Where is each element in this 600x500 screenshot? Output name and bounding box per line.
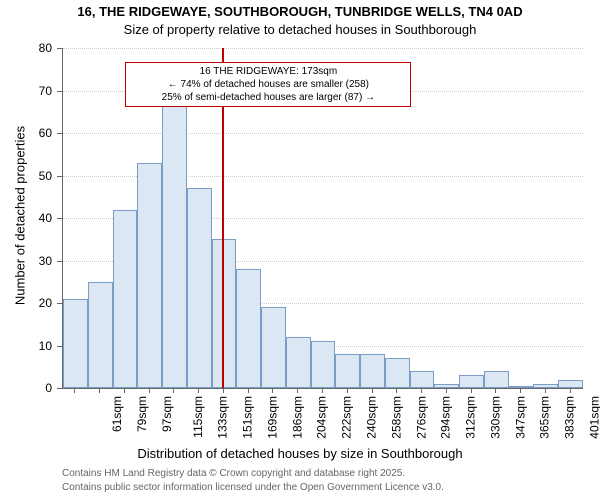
xtick-label: 276sqm [414,396,428,439]
histogram-bar [137,163,162,388]
xtick-mark [99,388,100,393]
xtick-mark [248,388,249,393]
ytick-mark [57,133,62,134]
xtick-mark [545,388,546,393]
histogram-bar [187,188,212,388]
ytick-label: 80 [0,41,52,55]
chart-subtitle: Size of property relative to detached ho… [0,22,600,37]
histogram-bar [410,371,435,388]
xtick-label: 240sqm [365,396,379,439]
ytick-label: 70 [0,84,52,98]
xtick-label: 115sqm [190,396,204,438]
histogram-bar [434,384,459,388]
histogram-bar [459,375,484,388]
xtick-mark [495,388,496,393]
xtick-mark [347,388,348,393]
x-axis-label: Distribution of detached houses by size … [0,446,600,461]
annotation-line: ← 74% of detached houses are smaller (25… [132,78,404,91]
xtick-label: 222sqm [340,396,354,439]
xtick-mark [322,388,323,393]
ytick-mark [57,303,62,304]
histogram-bar [335,354,360,388]
histogram-bar [533,384,558,388]
xtick-mark [421,388,422,393]
histogram-bar [558,380,583,389]
gridline [63,48,583,49]
xtick-label: 347sqm [513,396,527,439]
xtick-mark [149,388,150,393]
property-size-histogram: 16, THE RIDGEWAYE, SOUTHBOROUGH, TUNBRID… [0,0,600,500]
xtick-label: 79sqm [135,396,149,432]
ytick-mark [57,176,62,177]
xtick-mark [223,388,224,393]
plot-area: 16 THE RIDGEWAYE: 173sqm← 74% of detache… [62,48,583,389]
xtick-mark [396,388,397,393]
histogram-bar [88,282,113,388]
histogram-bar [261,307,286,388]
ytick-mark [57,346,62,347]
xtick-mark [471,388,472,393]
ytick-mark [57,261,62,262]
histogram-bar [484,371,509,388]
histogram-bar [236,269,261,388]
histogram-bar [360,354,385,388]
footnote: Contains public sector information licen… [62,482,444,493]
ytick-mark [57,48,62,49]
xtick-mark [173,388,174,393]
xtick-label: 401sqm [588,396,600,439]
xtick-label: 383sqm [563,396,577,439]
histogram-bar [286,337,311,388]
histogram-bar [385,358,410,388]
xtick-mark [297,388,298,393]
xtick-label: 61sqm [110,396,124,432]
histogram-bar [311,341,336,388]
xtick-label: 97sqm [160,396,174,432]
xtick-label: 133sqm [216,396,230,439]
chart-title: 16, THE RIDGEWAYE, SOUTHBOROUGH, TUNBRID… [0,4,600,19]
gridline [63,133,583,134]
annotation-line: 16 THE RIDGEWAYE: 173sqm [132,65,404,78]
histogram-bar [63,299,88,388]
footnote: Contains HM Land Registry data © Crown c… [62,468,405,479]
histogram-bar [212,239,237,388]
ytick-mark [57,91,62,92]
annotation-line: 25% of semi-detached houses are larger (… [132,91,404,104]
ytick-label: 0 [0,381,52,395]
histogram-bar [162,103,187,388]
xtick-mark [520,388,521,393]
xtick-mark [570,388,571,393]
xtick-mark [272,388,273,393]
xtick-label: 204sqm [315,396,329,439]
histogram-bar [113,210,138,389]
ytick-mark [57,218,62,219]
ytick-label: 10 [0,339,52,353]
xtick-label: 330sqm [489,396,503,439]
xtick-label: 294sqm [439,396,453,439]
xtick-label: 258sqm [389,396,403,439]
xtick-label: 151sqm [241,396,255,439]
xtick-label: 169sqm [266,396,280,439]
xtick-mark [124,388,125,393]
annotation-box: 16 THE RIDGEWAYE: 173sqm← 74% of detache… [125,62,411,107]
xtick-label: 365sqm [538,396,552,439]
xtick-mark [446,388,447,393]
ytick-mark [57,388,62,389]
xtick-label: 312sqm [464,396,478,439]
xtick-mark [74,388,75,393]
xtick-mark [372,388,373,393]
xtick-label: 186sqm [290,396,304,439]
xtick-mark [198,388,199,393]
y-axis-label: Number of detached properties [13,126,28,306]
